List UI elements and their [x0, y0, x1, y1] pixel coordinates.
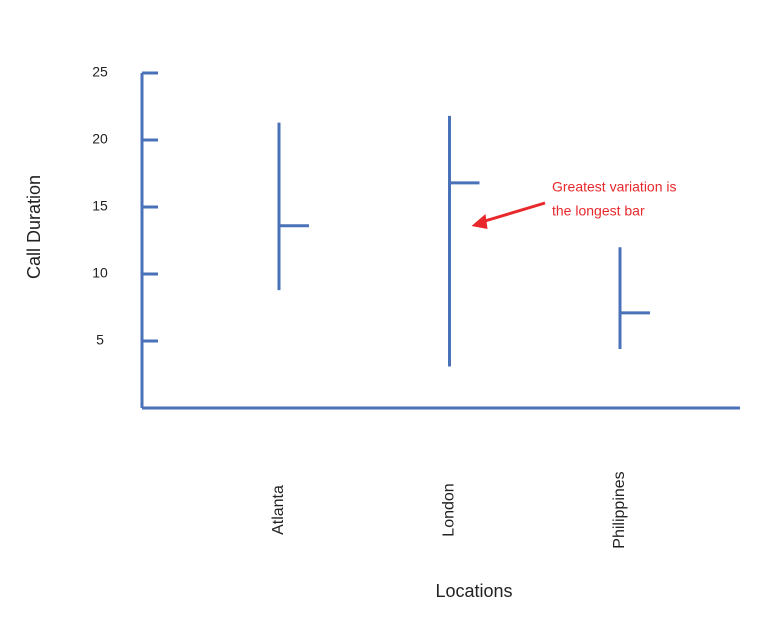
annotation-text: Greatest variation is [552, 179, 677, 195]
y-tick-label: 15 [92, 198, 108, 214]
x-tick-label: London [441, 483, 458, 536]
y-axis-label: Call Duration [24, 175, 44, 279]
y-tick-label: 20 [92, 131, 108, 147]
x-tick-label: Atlanta [270, 485, 287, 535]
annotation-text: the longest bar [552, 203, 645, 219]
x-tick-label: Philippines [611, 471, 628, 548]
y-tick-label: 10 [92, 265, 108, 281]
annotation-arrow [481, 201, 546, 224]
y-tick-label: 25 [92, 64, 108, 80]
x-axis-label: Locations [435, 581, 512, 601]
y-tick-label: 5 [96, 332, 104, 348]
annotation-arrowhead [471, 214, 488, 229]
